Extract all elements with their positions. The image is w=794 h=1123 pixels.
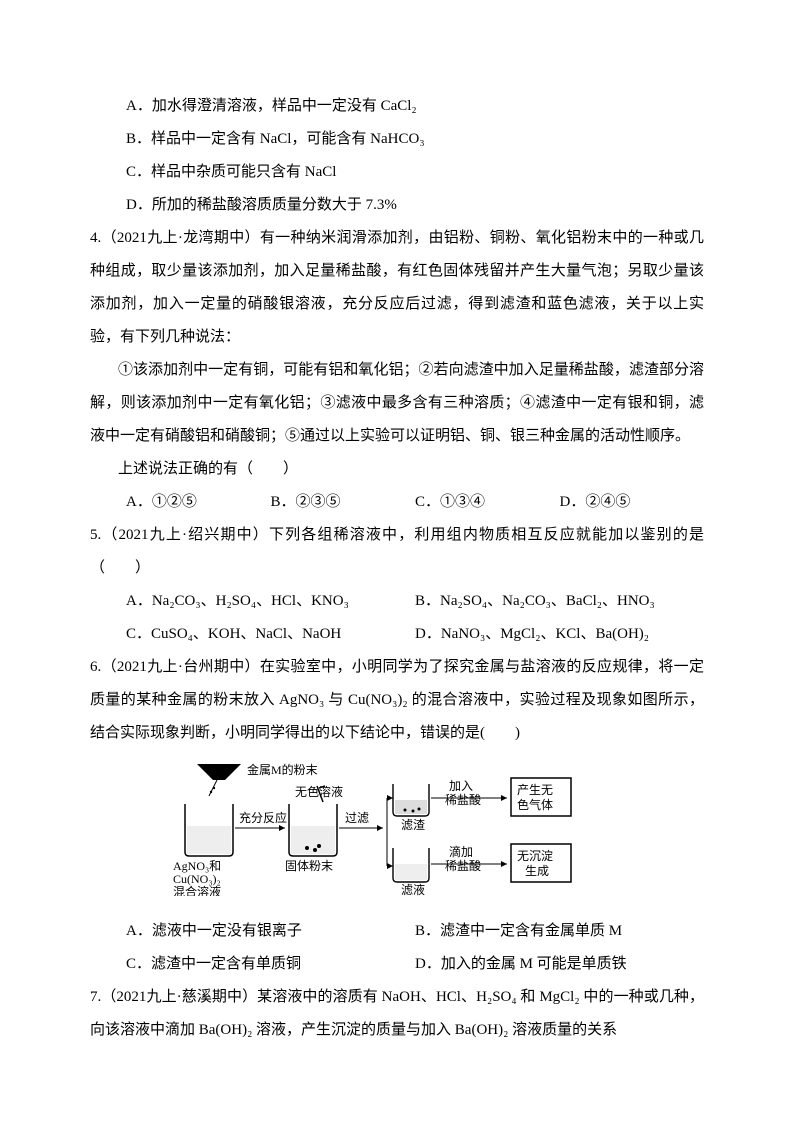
diagram-mix3: 混合溶液	[173, 884, 221, 896]
diagram-filter-label: 过滤	[345, 811, 369, 825]
diagram-drop: 滴加	[449, 844, 473, 859]
q3-option-d: D．所加的稀盐酸溶质质量分数大于 7.3%	[90, 189, 704, 222]
diagram-solid-label: 固体粉末	[285, 859, 333, 873]
q3-option-c: C．样品中杂质可能只含有 NaCl	[90, 156, 704, 189]
diagram-powder-label: 金属M的粉末	[247, 762, 318, 777]
q3-option-b: B．样品中一定含有 NaCl，可能含有 NaHCO₃	[90, 123, 704, 156]
q5-stem: 5.（2021九上·绍兴期中）下列各组稀溶液中，利用组内物质相互反应就能加以鉴别…	[90, 519, 704, 585]
diagram-mix1: AgNO₃和	[173, 859, 221, 873]
q3-option-a: A．加水得澄清溶液，样品中一定没有 CaCl₂	[90, 90, 704, 123]
diagram-clear-label: 无色溶液	[295, 784, 343, 799]
q6-option-b: B．滤渣中一定含有金属单质 M	[415, 915, 704, 948]
q5-option-b: B．Na₂SO₄、Na₂CO₃、BaCl₂、HNO₃	[415, 585, 704, 618]
q7-stem: 7.（2021九上·慈溪期中）某溶液中的溶质有 NaOH、HCl、H₂SO₄ 和…	[90, 981, 704, 1047]
q4-stem: 4.（2021九上·龙湾期中）有一种纳米润滑添加剂，由铝粉、铜粉、氧化铝粉末中的…	[90, 222, 704, 354]
q5-option-c: C．CuSO₄、KOH、NaCl、NaOH	[126, 618, 415, 651]
q4-lead: 上述说法正确的有（ ）	[90, 453, 704, 486]
q5-options-row1: A．Na₂CO₃、H₂SO₄、HCl、KNO₃ B．Na₂SO₄、Na₂CO₃、…	[90, 585, 704, 618]
q5-option-d: D．NaNO₃、MgCl₂、KCl、Ba(OH)₂	[415, 618, 704, 651]
q6-stem: 6.（2021九上·台州期中）在实验室中，小明同学为了探究金属与盐溶液的反应规律…	[90, 651, 704, 750]
diagram-filtrate-label: 滤液	[401, 882, 425, 896]
diagram-gas2: 色气体	[517, 797, 553, 812]
q5-options-row2: C．CuSO₄、KOH、NaCl、NaOH D．NaNO₃、MgCl₂、KCl、…	[90, 618, 704, 651]
q5-option-a: A．Na₂CO₃、H₂SO₄、HCl、KNO₃	[126, 585, 415, 618]
diagram-addhcl: 加入	[449, 779, 473, 793]
q6-option-c: C．滤渣中一定含有单质铜	[126, 948, 415, 981]
diagram-dilhcl2: 稀盐酸	[445, 858, 481, 873]
diagram-noprecip1: 无沉淀	[517, 849, 553, 863]
q4-statements: ①该添加剂中一定有铜，可能有铝和氧化铝；②若向滤渣中加入足量稀盐酸，滤渣部分溶解…	[90, 354, 704, 453]
q4-option-c: C．①③④	[415, 486, 560, 519]
diagram-mix2: Cu(NO₃)₂	[173, 872, 221, 886]
q4-option-a: A．①②⑤	[126, 486, 271, 519]
q4-option-b: B．②③⑤	[271, 486, 416, 519]
q6-options-row1: A．滤液中一定没有银离子 B．滤渣中一定含有金属单质 M	[90, 915, 704, 948]
diagram-react-label: 充分反应	[239, 810, 287, 825]
q6-options-row2: C．滤渣中一定含有单质铜 D．加入的金属 M 可能是单质铁	[90, 948, 704, 981]
diagram-dilhcl: 稀盐酸	[445, 792, 481, 807]
q4-option-d: D．②④⑤	[560, 486, 705, 519]
q6-option-d: D．加入的金属 M 可能是单质铁	[415, 948, 704, 981]
q4-options: A．①②⑤ B．②③⑤ C．①③④ D．②④⑤	[90, 486, 704, 519]
diagram-residue-label: 滤渣	[401, 818, 425, 832]
diagram-noprecip2: 生成	[525, 864, 549, 878]
q6-diagram: 金属M的粉末 充分反应 AgNO₃和 Cu(NO₃)₂ 混合溶液 无色溶液 过滤…	[167, 756, 627, 909]
diagram-gas1: 产生无	[517, 783, 553, 797]
q6-option-a: A．滤液中一定没有银离子	[126, 915, 415, 948]
